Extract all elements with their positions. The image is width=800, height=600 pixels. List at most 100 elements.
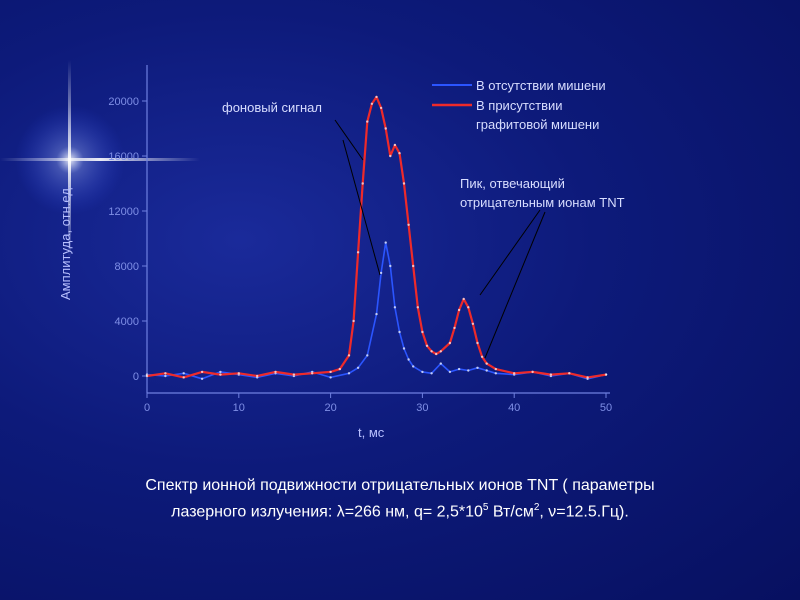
- data-point-graphite-target: [366, 120, 369, 123]
- data-point-no-target: [389, 264, 392, 268]
- data-point-no-target: [182, 372, 185, 375]
- data-point-no-target: [329, 376, 332, 379]
- data-point-graphite-target: [407, 223, 410, 226]
- data-point-graphite-target: [435, 352, 438, 356]
- series-line-graphite-target: [146, 95, 607, 379]
- figure-caption: Спектр ионной подвижности отрицательных …: [40, 475, 760, 523]
- data-point-graphite-target: [494, 367, 497, 371]
- data-point-graphite-target: [402, 182, 406, 185]
- data-point-graphite-target: [416, 306, 419, 309]
- data-point-no-target: [494, 372, 497, 375]
- axes: [146, 65, 610, 394]
- legend-label-graphite-line1: В присутствии: [476, 98, 563, 113]
- data-point-graphite-target: [145, 374, 149, 378]
- series-layer: [145, 95, 608, 380]
- data-point-graphite-target: [379, 106, 383, 110]
- data-point-graphite-target: [370, 102, 374, 106]
- data-point-graphite-target: [453, 326, 456, 330]
- data-point-graphite-target: [412, 264, 415, 268]
- y-tick-label: 12000: [108, 206, 139, 218]
- legend-label-no-target: В отсутствии мишени: [476, 78, 606, 93]
- caption-part-a: лазерного излучения: λ=266 нм, q= 2,5*10: [171, 503, 483, 521]
- data-point-graphite-target: [549, 373, 553, 376]
- annotations: фоновый сигнал Пик, отвечающий отрицател…: [222, 100, 625, 359]
- caption-part-b: Вт/см: [488, 503, 534, 521]
- data-point-graphite-target: [568, 372, 571, 375]
- arrow-tnt-1: [479, 209, 541, 296]
- data-point-graphite-target: [430, 350, 433, 353]
- data-point-graphite-target: [256, 374, 259, 378]
- y-tick-label: 20000: [108, 96, 139, 108]
- data-point-graphite-target: [329, 370, 332, 374]
- x-tick-label: 40: [508, 402, 520, 414]
- data-point-no-target: [402, 347, 406, 350]
- data-point-graphite-target: [356, 251, 360, 254]
- data-point-graphite-target: [513, 372, 516, 375]
- y-tick-label: 8000: [115, 261, 139, 273]
- y-tick-label: 16000: [108, 151, 139, 163]
- data-point-graphite-target: [384, 127, 387, 130]
- data-point-graphite-target: [292, 373, 296, 376]
- y-tick-label: 4000: [115, 316, 139, 328]
- x-tick-label: 50: [600, 402, 612, 414]
- legend: В отсутствии мишени В присутствии графит…: [432, 78, 606, 132]
- data-point-no-target: [375, 312, 378, 316]
- data-point-graphite-target: [338, 367, 341, 371]
- data-point-graphite-target: [467, 306, 470, 309]
- series-line-no-target: [146, 241, 607, 380]
- x-axis-title: t, мс: [358, 425, 385, 440]
- data-point-no-target: [430, 372, 433, 375]
- x-tick-label: 20: [324, 402, 336, 414]
- data-point-graphite-target: [531, 370, 534, 374]
- data-point-graphite-target: [439, 350, 442, 353]
- x-tick-label: 30: [416, 402, 428, 414]
- data-point-graphite-target: [219, 373, 222, 376]
- x-tick-label: 10: [233, 402, 245, 414]
- data-point-graphite-target: [485, 362, 488, 365]
- arrow-background-2: [342, 139, 381, 276]
- data-point-no-target: [347, 372, 351, 375]
- data-point-no-target: [467, 369, 470, 372]
- data-point-graphite-target: [421, 330, 424, 334]
- data-point-no-target: [164, 374, 167, 378]
- data-point-graphite-target: [425, 344, 429, 347]
- data-point-no-target: [448, 370, 452, 374]
- data-point-graphite-target: [375, 95, 378, 99]
- data-point-no-target: [398, 330, 401, 334]
- annotation-background-signal: фоновый сигнал: [222, 100, 322, 115]
- data-point-no-target: [393, 306, 397, 309]
- data-point-graphite-target: [347, 354, 351, 357]
- data-point-no-target: [439, 362, 442, 365]
- annotation-tnt-peak-line1: Пик, отвечающий: [460, 176, 565, 191]
- data-point-graphite-target: [311, 372, 314, 375]
- data-point-graphite-target: [200, 370, 204, 374]
- data-point-graphite-target: [480, 355, 484, 358]
- y-axis-title: Амплитуда, отн.ед.: [58, 184, 73, 300]
- data-point-graphite-target: [237, 372, 240, 375]
- lens-flare-decoration: [0, 60, 200, 260]
- data-point-graphite-target: [604, 373, 608, 376]
- data-point-graphite-target: [586, 376, 589, 379]
- data-point-graphite-target: [448, 341, 452, 345]
- data-point-graphite-target: [274, 370, 277, 374]
- data-point-graphite-target: [457, 308, 461, 312]
- data-point-graphite-target: [164, 372, 167, 375]
- data-point-graphite-target: [361, 182, 364, 185]
- caption-part-c: , ν=12.5.Гц).: [539, 503, 629, 521]
- data-point-graphite-target: [352, 319, 355, 323]
- legend-label-graphite-line2: графитовой мишени: [476, 117, 599, 132]
- data-point-graphite-target: [471, 322, 475, 325]
- data-point-no-target: [200, 377, 204, 380]
- arrow-tnt-2: [484, 211, 546, 359]
- x-tick-label: 0: [144, 402, 150, 414]
- data-point-no-target: [366, 354, 369, 357]
- caption-sup-2: 2: [533, 502, 540, 513]
- data-point-no-target: [384, 241, 387, 244]
- data-point-no-target: [485, 369, 488, 372]
- data-point-graphite-target: [393, 143, 397, 147]
- data-point-no-target: [421, 370, 424, 374]
- data-point-no-target: [356, 366, 360, 369]
- caption-line-2: лазерного излучения: λ=266 нм, q= 2,5*10…: [40, 497, 760, 523]
